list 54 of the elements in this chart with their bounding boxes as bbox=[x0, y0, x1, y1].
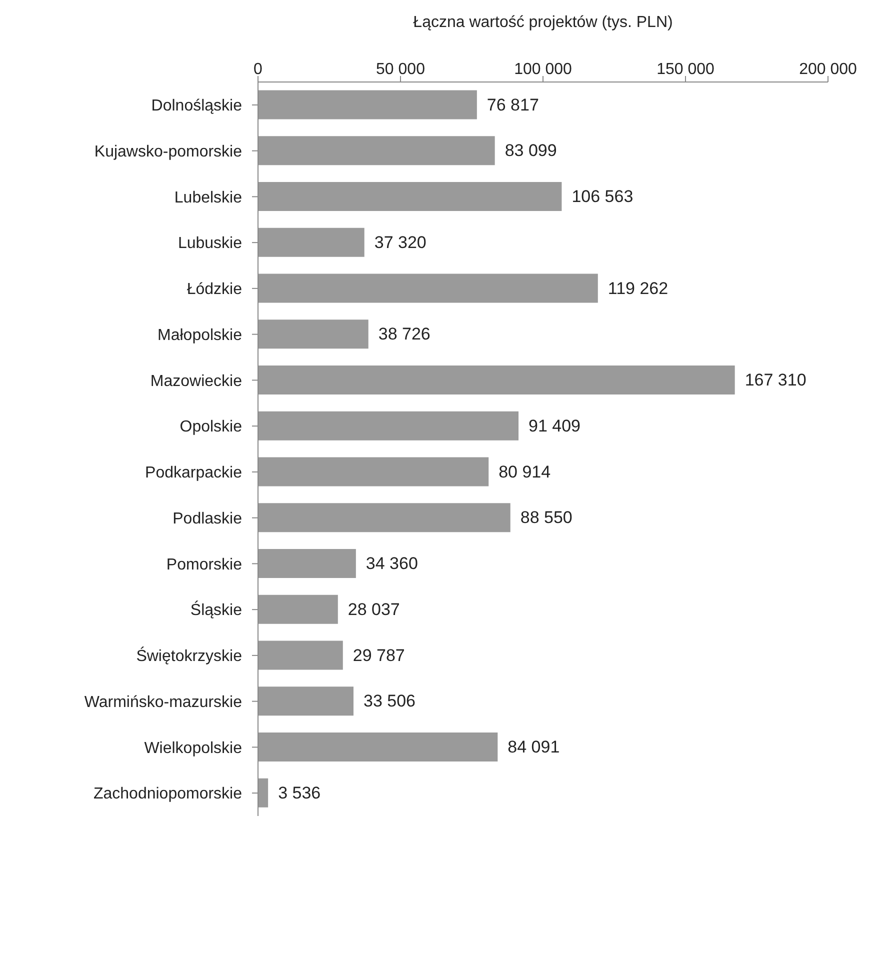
bar bbox=[258, 778, 268, 808]
y-tick-label: Podlaskie bbox=[172, 510, 242, 528]
y-tick-label: Dolnośląskie bbox=[151, 98, 242, 115]
y-tick-label: Mazowieckie bbox=[150, 372, 242, 390]
data-label: 167 310 bbox=[744, 370, 806, 390]
bar bbox=[258, 228, 364, 257]
data-label: 84 091 bbox=[508, 738, 560, 757]
data-label: 88 550 bbox=[520, 508, 572, 528]
y-tick-label: Łódzkie bbox=[186, 281, 242, 298]
bar bbox=[258, 549, 356, 578]
data-label: 38 726 bbox=[378, 324, 430, 344]
data-label: 83 099 bbox=[504, 141, 557, 160]
y-tick-label: Podkarpackie bbox=[145, 464, 242, 482]
bar bbox=[258, 90, 477, 120]
x-axis-title: Łączna wartość projektów (tys. PLN) bbox=[412, 14, 674, 32]
x-tick-label: 50 000 bbox=[376, 61, 426, 78]
y-tick-label: Zachodniopomorskie bbox=[93, 786, 242, 803]
bar bbox=[258, 182, 562, 212]
y-tick-label: Wielkopolskie bbox=[144, 740, 242, 757]
x-tick-label: 0 bbox=[254, 61, 263, 78]
data-label: 28 037 bbox=[348, 600, 400, 619]
bar bbox=[258, 686, 354, 716]
y-tick-label: Warmińsko-mazurskie bbox=[84, 694, 242, 711]
data-label: 29 787 bbox=[352, 646, 405, 665]
bar bbox=[258, 411, 519, 440]
bar bbox=[258, 640, 343, 670]
data-label: 106 563 bbox=[572, 187, 634, 206]
y-tick-label: Małopolskie bbox=[158, 326, 242, 344]
data-label: 91 409 bbox=[528, 416, 581, 436]
y-tick-label: Śląskie bbox=[190, 600, 242, 620]
bar bbox=[258, 594, 338, 624]
y-tick-label: Pomorskie bbox=[166, 556, 242, 574]
data-label: 33 506 bbox=[363, 692, 416, 711]
bar bbox=[258, 457, 489, 486]
bar bbox=[258, 503, 510, 532]
y-tick-label: Kujawsko-pomorskie bbox=[94, 143, 242, 160]
bar bbox=[258, 320, 368, 349]
bar bbox=[258, 136, 495, 166]
y-tick-label: Lubuskie bbox=[178, 235, 242, 252]
y-tick-label: Lubelskie bbox=[174, 189, 242, 206]
data-label: 119 262 bbox=[608, 278, 668, 298]
bar bbox=[258, 366, 735, 395]
x-tick-label: 100 000 bbox=[514, 61, 572, 78]
data-label: 76 817 bbox=[486, 95, 539, 114]
bar bbox=[258, 274, 598, 303]
data-label: 34 360 bbox=[366, 554, 418, 574]
data-label: 3 536 bbox=[278, 783, 321, 802]
bar bbox=[258, 732, 498, 762]
x-tick-label: 200 000 bbox=[799, 61, 858, 78]
data-label: 80 914 bbox=[498, 462, 551, 482]
x-tick-label: 150 000 bbox=[656, 61, 715, 78]
y-tick-label: Opolskie bbox=[180, 418, 242, 436]
y-tick-label: Świętokrzyskie bbox=[136, 646, 242, 666]
data-label: 37 320 bbox=[374, 232, 426, 252]
